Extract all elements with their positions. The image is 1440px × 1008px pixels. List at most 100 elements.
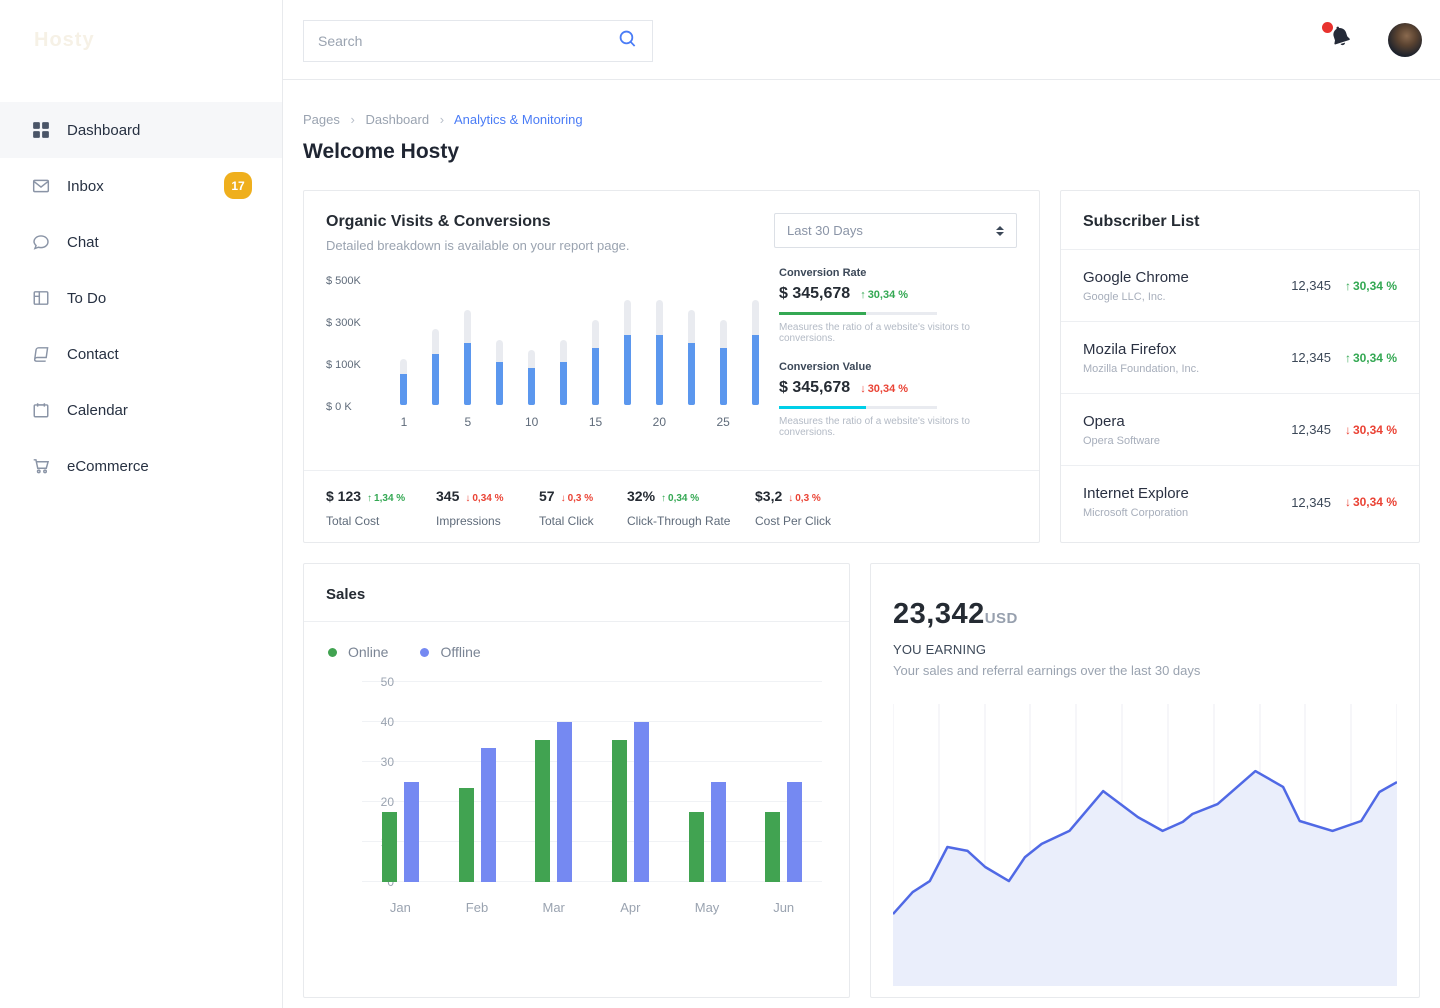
trend-icon: ↓	[465, 493, 471, 504]
metric-delta: ↓ 30,34 %	[860, 383, 909, 395]
sidebar-item-label: Chat	[67, 233, 99, 251]
inbox-badge: 17	[224, 172, 252, 199]
metric-progress-fill	[779, 312, 866, 315]
sidebar-item-label: eCommerce	[67, 457, 149, 475]
trend-icon: ↑	[1344, 278, 1351, 293]
legend-item-online[interactable]: Online	[328, 644, 388, 660]
sidebar-item-label: Calendar	[67, 401, 128, 419]
trend-icon: ↑	[661, 493, 667, 504]
sidebar-item-calendar[interactable]: Calendar	[0, 382, 282, 438]
search-input[interactable]	[318, 33, 617, 49]
period-select[interactable]: Last 30 Days	[774, 213, 1017, 248]
earning-label: YOU EARNING	[893, 642, 987, 657]
subscriber-row-mozila-firefox[interactable]: Mozila Firefox Mozilla Foundation, Inc. …	[1061, 322, 1419, 394]
stat-impressions: 345 ↓ 0,34 % Impressions	[436, 488, 504, 528]
mail-icon	[32, 177, 50, 195]
sidebar-item-label: Contact	[67, 345, 119, 363]
conversion-metrics: Conversion Rate $ 345,678 ↑ 30,34 % Measu…	[779, 253, 1039, 470]
metric-value: $ 345,678	[779, 285, 851, 302]
metric-label: Conversion Value	[779, 361, 872, 373]
earning-card: 23,342 USD YOU EARNING Your sales and re…	[870, 563, 1420, 998]
metric-value: $ 345,678	[779, 379, 851, 396]
stat-total-click: 57 ↓ 0,3 % Total Click	[539, 488, 594, 528]
sales-card-title: Sales	[304, 564, 849, 622]
breadcrumb-current[interactable]: Analytics & Monitoring	[453, 112, 583, 127]
organic-bar-chart: $ 500K $ 300K $ 100K $ 0 K 1 5 10 15 20 25	[326, 269, 781, 429]
dashboard-grid-icon	[32, 121, 50, 139]
app-logo: Hosty	[34, 29, 95, 51]
sidebar-nav: Dashboard Inbox 17 Chat To Do	[0, 102, 282, 494]
cart-icon	[32, 457, 50, 475]
organic-chart-x-axis: 1 5 10 15 20 25	[400, 415, 730, 429]
trend-icon: ↑	[860, 289, 866, 301]
sidebar-item-chat[interactable]: Chat	[0, 214, 282, 270]
organic-stats-row: $ 123 ↑ 1,34 % Total Cost 345 ↓ 0,34 % Imp…	[304, 470, 1039, 542]
sidebar-item-label: Inbox	[67, 177, 104, 195]
metric-delta: ↑ 30,34 %	[860, 289, 909, 301]
search-icon[interactable]	[617, 28, 638, 54]
trend-icon: ↓	[860, 383, 866, 395]
search-box	[303, 20, 653, 62]
subscriber-row-opera[interactable]: Opera Opera Software 12,345 ↓ 30,34 %	[1061, 394, 1419, 466]
subscriber-row-internet-explore[interactable]: Internet Explore Microsoft Corporation 1…	[1083, 485, 1397, 519]
sidebar-item-inbox[interactable]: Inbox 17	[0, 158, 282, 214]
trend-icon: ↑	[367, 493, 373, 504]
online-dot-icon	[328, 647, 337, 657]
stat-click-through-rate: 32% ↑ 0,34 % Click-Through Rate	[627, 488, 731, 528]
main-content: Pages › Dashboard › Analytics & Monitori…	[283, 80, 1440, 1008]
breadcrumb-pages[interactable]: Pages	[303, 112, 340, 127]
sales-legend: Online Offline	[304, 622, 849, 660]
chat-bubble-icon	[32, 233, 50, 251]
organic-card-subtitle: Detailed breakdown is available on your …	[326, 238, 630, 253]
sales-chart-plot: 50403020100	[362, 675, 822, 889]
stat-cost-per-click: $3,2 ↓ 0,3 % Cost Per Click	[755, 488, 832, 528]
sidebar-item-dashboard[interactable]: Dashboard	[0, 102, 282, 158]
trend-icon: ↑	[1344, 350, 1351, 365]
metric-progress-track	[779, 312, 937, 315]
subscriber-list-card: Subscriber List Google Chrome Google LLC…	[1060, 190, 1420, 543]
metric-caption: Measures the ratio of a website's visito…	[779, 416, 970, 438]
sidebar-item-label: To Do	[67, 289, 107, 307]
page-title: Welcome Hosty	[303, 140, 459, 163]
sidebar: Hosty Dashboard Inbox 17 Chat	[0, 0, 283, 1008]
sales-chart-x-axis: Jan Feb Mar Apr May Jun	[389, 900, 795, 915]
sidebar-item-ecommerce[interactable]: eCommerce	[0, 438, 282, 494]
breadcrumb-dashboard[interactable]: Dashboard	[365, 112, 430, 127]
sidebar-item-contact[interactable]: Contact	[0, 326, 282, 382]
earnings-area-chart	[892, 704, 1398, 986]
organic-card-title: Organic Visits & Conversions	[326, 213, 551, 230]
organic-chart-bars	[388, 297, 771, 405]
earning-subtitle: Your sales and referral earnings over th…	[893, 663, 1201, 678]
topbar	[283, 0, 1440, 80]
breadcrumb: Pages › Dashboard › Analytics & Monitori…	[303, 112, 1420, 127]
organic-visits-card: Organic Visits & Conversions Detailed br…	[303, 190, 1040, 543]
legend-item-offline[interactable]: Offline	[420, 644, 481, 660]
trend-icon: ↓	[1344, 495, 1351, 509]
contact-book-icon	[32, 345, 50, 363]
breadcrumb-separator: ›	[439, 112, 445, 127]
metric-progress-track	[779, 406, 937, 409]
metric-progress-fill	[779, 406, 866, 409]
earning-amount: 23,342	[893, 598, 985, 630]
subscriber-list-title: Subscriber List	[1061, 191, 1419, 250]
metric-caption: Measures the ratio of a website's visito…	[779, 322, 970, 344]
earning-currency: USD	[984, 610, 1018, 627]
trend-icon: ↓	[1344, 422, 1351, 437]
notification-dot	[1322, 22, 1333, 33]
sidebar-item-todo[interactable]: To Do	[0, 270, 282, 326]
conversion-rate-metric: Conversion Rate $ 345,678 ↑ 30,34 % Measu…	[779, 267, 1017, 344]
sales-card: Sales Online Offline 50403020100 JanFebM…	[303, 563, 850, 998]
offline-dot-icon	[420, 647, 430, 657]
metric-label: Conversion Rate	[779, 267, 867, 279]
user-avatar[interactable]	[1388, 23, 1422, 57]
breadcrumb-separator: ›	[350, 112, 355, 127]
subscriber-row-google-chrome[interactable]: Google Chrome Google LLC, Inc. 12,345 ↑ 3…	[1061, 250, 1419, 322]
period-select-value: Last 30 Days	[787, 223, 863, 238]
trend-icon: ↓	[560, 493, 566, 504]
trend-icon: ↓	[788, 493, 794, 504]
stat-total-cost: $ 123 ↑ 1,34 % Total Cost	[326, 488, 406, 528]
todo-layout-icon	[32, 289, 50, 307]
calendar-icon	[32, 401, 50, 419]
notification-bell[interactable]	[1322, 22, 1358, 56]
